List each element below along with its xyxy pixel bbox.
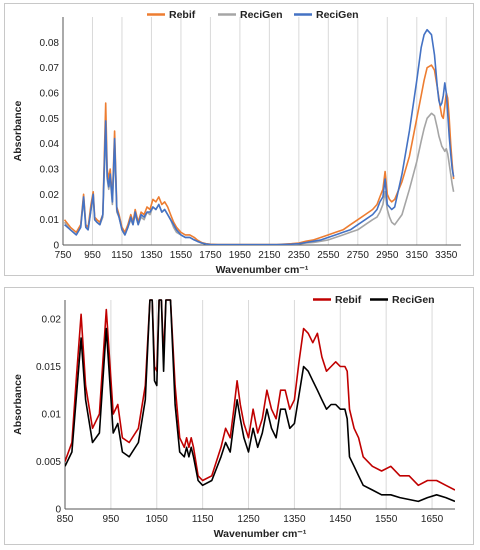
x-tick-label: 1550 <box>375 514 398 525</box>
chart-top: 750 950 1150 1350 1550 1750 1950 2150 2350 2550 27… <box>12 9 461 275</box>
legend-label: ReciGen <box>392 294 435 306</box>
x-tick-label: 2150 <box>258 250 281 261</box>
legend-label: Rebif <box>169 9 196 21</box>
y-tick-label: 0.005 <box>36 457 61 468</box>
x-tick-label: 1350 <box>283 514 306 525</box>
y-tick-label: 0.03 <box>40 165 60 176</box>
x-tick-label: 950 <box>103 514 120 525</box>
x-tick-label: 2350 <box>288 250 311 261</box>
legend-label: ReciGen <box>240 9 283 21</box>
legend-label: Rebif <box>335 294 362 306</box>
series-line-0 <box>63 64 455 245</box>
y-tick-label: 0.05 <box>40 114 60 125</box>
y-tick-label: 0.02 <box>40 190 60 201</box>
x-tick-label: 3350 <box>435 250 458 261</box>
y-tick-label: 0.02 <box>42 315 62 326</box>
x-axis-title: Wavenumber cm⁻¹ <box>214 528 307 540</box>
x-tick-label: 950 <box>84 250 101 261</box>
series-line-0 <box>65 299 455 491</box>
x-tick-label: 2950 <box>376 250 399 261</box>
x-tick-label: 1550 <box>170 250 193 261</box>
x-tick-label: 1150 <box>111 250 133 261</box>
x-tick-label: 2550 <box>317 250 340 261</box>
series-line-1 <box>65 299 455 503</box>
series-line-1 <box>63 112 455 245</box>
x-tick-label: 1050 <box>146 514 169 525</box>
x-tick-label: 1750 <box>199 250 222 261</box>
x-tick-label: 1350 <box>140 250 163 261</box>
x-axis-title: Wavenumber cm⁻¹ <box>216 264 309 275</box>
y-tick-label: 0.01 <box>40 215 60 226</box>
y-tick-label: 0.08 <box>40 38 60 49</box>
chart-panel-top: 750 950 1150 1350 1550 1750 1950 2150 2350 2550 27… <box>4 3 474 276</box>
chart-panel-bottom: 850 950 1050 1150 1250 1350 1450 1550 1650 0 0.005… <box>4 287 474 545</box>
y-tick-label: 0.015 <box>36 362 61 373</box>
chart-bottom: 850 950 1050 1150 1250 1350 1450 1550 1650 0 0.005… <box>12 294 455 540</box>
y-tick-label: 0.01 <box>42 410 62 421</box>
x-tick-label: 750 <box>55 250 72 261</box>
x-tick-label: 2750 <box>347 250 370 261</box>
y-tick-label: 0.04 <box>40 139 60 150</box>
y-tick-label: 0 <box>55 505 61 516</box>
y-axis-title: Absorbance <box>12 374 24 435</box>
x-tick-label: 1950 <box>229 250 252 261</box>
y-tick-label: 0.07 <box>40 63 60 74</box>
x-tick-label: 3150 <box>406 250 429 261</box>
y-axis-title: Absorbance <box>12 101 24 162</box>
x-tick-label: 850 <box>57 514 74 525</box>
legend-label: ReciGen <box>316 9 359 21</box>
series-line-2 <box>63 28 455 245</box>
x-tick-label: 1250 <box>237 514 260 525</box>
x-tick-label: 1650 <box>421 514 444 525</box>
y-tick-label: 0 <box>53 241 59 252</box>
x-tick-label: 1450 <box>329 514 352 525</box>
x-tick-label: 1150 <box>192 514 214 525</box>
y-tick-label: 0.06 <box>40 89 60 100</box>
